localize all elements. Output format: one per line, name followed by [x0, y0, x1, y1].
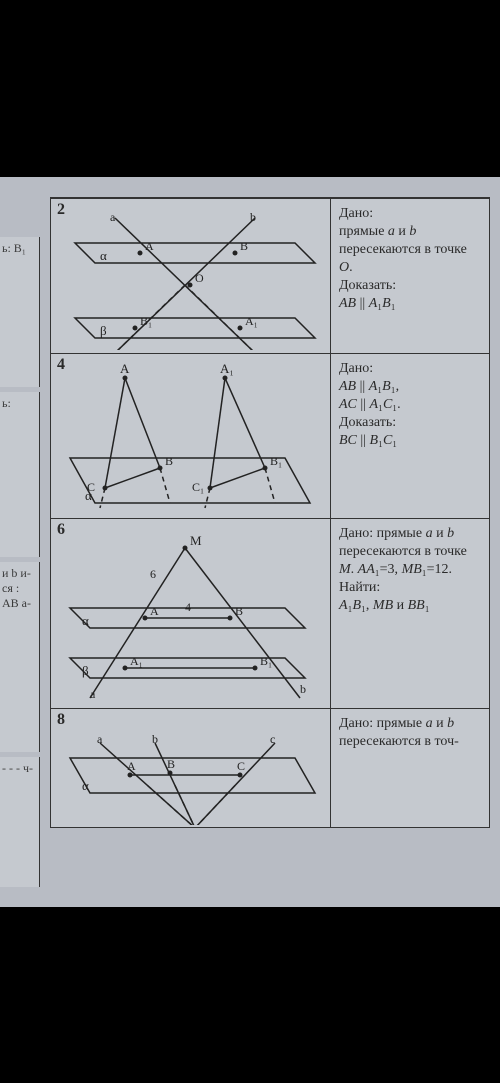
svg-text:6: 6	[150, 567, 156, 581]
svg-text:β: β	[100, 323, 107, 338]
problem-number: 4	[57, 356, 65, 374]
problem-row: 6 α βa b M A B A₁ B₁ 4 6 Дано: прямые a и b пересек…	[50, 518, 490, 708]
problem-row: 4αABCA₁B₁C₁Дано:AB || A₁B₁,AC || A₁C₁.До…	[50, 353, 490, 518]
svg-text:B₁: B₁	[270, 454, 282, 468]
svg-text:b: b	[152, 732, 158, 746]
problem-text: Дано:AB || A₁B₁,AC || A₁C₁.Доказать:BC |…	[331, 354, 489, 518]
problem-row: 2 α β a b A B O B₁ A₁ Дано:прямые a и b пересекают…	[50, 198, 490, 353]
problem-number: 2	[57, 201, 65, 219]
svg-text:B: B	[167, 757, 175, 771]
svg-text:C₁: C₁	[192, 480, 204, 494]
svg-text:A₁: A₁	[130, 654, 143, 668]
svg-text:A₁: A₁	[220, 361, 234, 376]
svg-text:b: b	[300, 682, 306, 696]
page-container: 2αβabABOB₁A₁Дано:прямые a и b пересекают…	[0, 177, 500, 907]
left-fragment: ь:	[0, 392, 40, 557]
svg-text:C: C	[87, 480, 95, 494]
left-fragment: - - - ч-	[0, 757, 40, 887]
svg-text:B: B	[235, 604, 243, 618]
svg-text:α: α	[100, 248, 107, 263]
svg-text:O: O	[195, 271, 204, 285]
svg-text:β: β	[82, 663, 89, 678]
left-fragment: ь: B₁	[0, 237, 40, 387]
problem-number: 8	[57, 711, 65, 729]
svg-text:A: A	[120, 361, 130, 376]
svg-text:A: A	[150, 604, 159, 618]
svg-text:A: A	[127, 759, 136, 773]
svg-text:b: b	[250, 210, 256, 224]
svg-text:B₁: B₁	[140, 314, 152, 328]
svg-text:A₁: A₁	[245, 314, 258, 328]
diagram-cell: 6 α βa b M A B A₁ B₁ 4 6	[51, 519, 331, 708]
problem-number: 6	[57, 521, 65, 539]
svg-text:M: M	[190, 533, 202, 548]
problem-text: Дано: прямые a и b пересекаются в точке …	[331, 519, 489, 708]
svg-text:a: a	[97, 732, 103, 746]
svg-text:B₁: B₁	[260, 654, 272, 668]
svg-text:A: A	[145, 239, 154, 253]
svg-text:B: B	[165, 454, 173, 468]
svg-text:c: c	[270, 732, 275, 746]
svg-text:C: C	[237, 759, 245, 773]
left-fragment: и b и- ся : AB а-	[0, 562, 40, 752]
diagram-cell: 4αABCA₁B₁C₁	[51, 354, 331, 518]
svg-text:a: a	[110, 210, 116, 224]
problem-row: 8 α a b c A B C Дано: прямые a и b пересекаются …	[50, 708, 490, 828]
svg-text:α: α	[82, 778, 89, 793]
problem-table: 2αβabABOB₁A₁Дано:прямые a и b пересекают…	[50, 197, 490, 828]
svg-text:α: α	[82, 613, 89, 628]
svg-text:4: 4	[185, 600, 191, 614]
svg-text:B: B	[240, 239, 248, 253]
problem-text: Дано:прямые a и b пересекаются в точке O…	[331, 199, 489, 353]
problem-text: Дано: прямые a и b пересекаются в точ-	[331, 709, 489, 827]
diagram-cell: 8 α a b c A B C	[51, 709, 331, 827]
diagram-cell: 2 α β a b A B O B₁ A₁	[51, 199, 331, 353]
svg-text:a: a	[90, 687, 96, 701]
